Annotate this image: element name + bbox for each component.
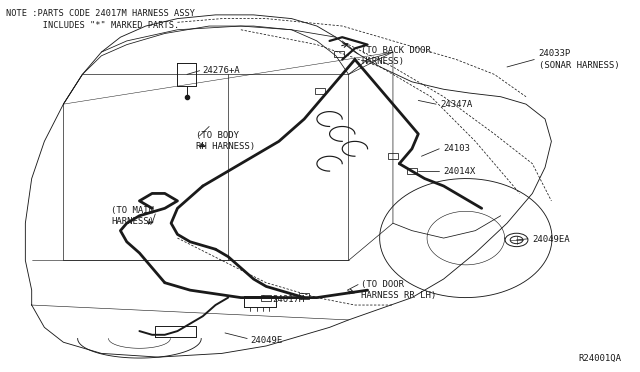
Text: R24001QA: R24001QA (578, 354, 621, 363)
Text: (TO MAIN
HARNESS): (TO MAIN HARNESS) (111, 206, 154, 226)
Text: 24014X: 24014X (444, 167, 476, 176)
Text: 24049EA: 24049EA (532, 235, 570, 244)
Text: (TO BACK DOOR
HARNESS): (TO BACK DOOR HARNESS) (361, 46, 431, 66)
Bar (334, 51, 344, 57)
Bar (407, 168, 417, 174)
Bar (299, 293, 309, 299)
Text: 24103: 24103 (444, 144, 470, 153)
Text: 24049E: 24049E (250, 336, 283, 345)
Text: (TO BODY
RH HARNESS): (TO BODY RH HARNESS) (196, 131, 255, 151)
Text: NOTE :PARTS CODE 24017M HARNESS ASSY
       INCLUDES "*" MARKED PARTS.: NOTE :PARTS CODE 24017M HARNESS ASSY INC… (6, 9, 195, 30)
Text: 24276+A: 24276+A (203, 66, 241, 75)
Text: 24017M: 24017M (273, 295, 305, 304)
Bar (315, 88, 325, 94)
Bar (261, 295, 271, 301)
Text: 24033P
(SONAR HARNESS): 24033P (SONAR HARNESS) (539, 49, 620, 70)
Text: (TO DOOR
HARNESS RR LH): (TO DOOR HARNESS RR LH) (361, 280, 436, 300)
Text: 24347A: 24347A (440, 100, 473, 109)
Bar (388, 153, 398, 159)
